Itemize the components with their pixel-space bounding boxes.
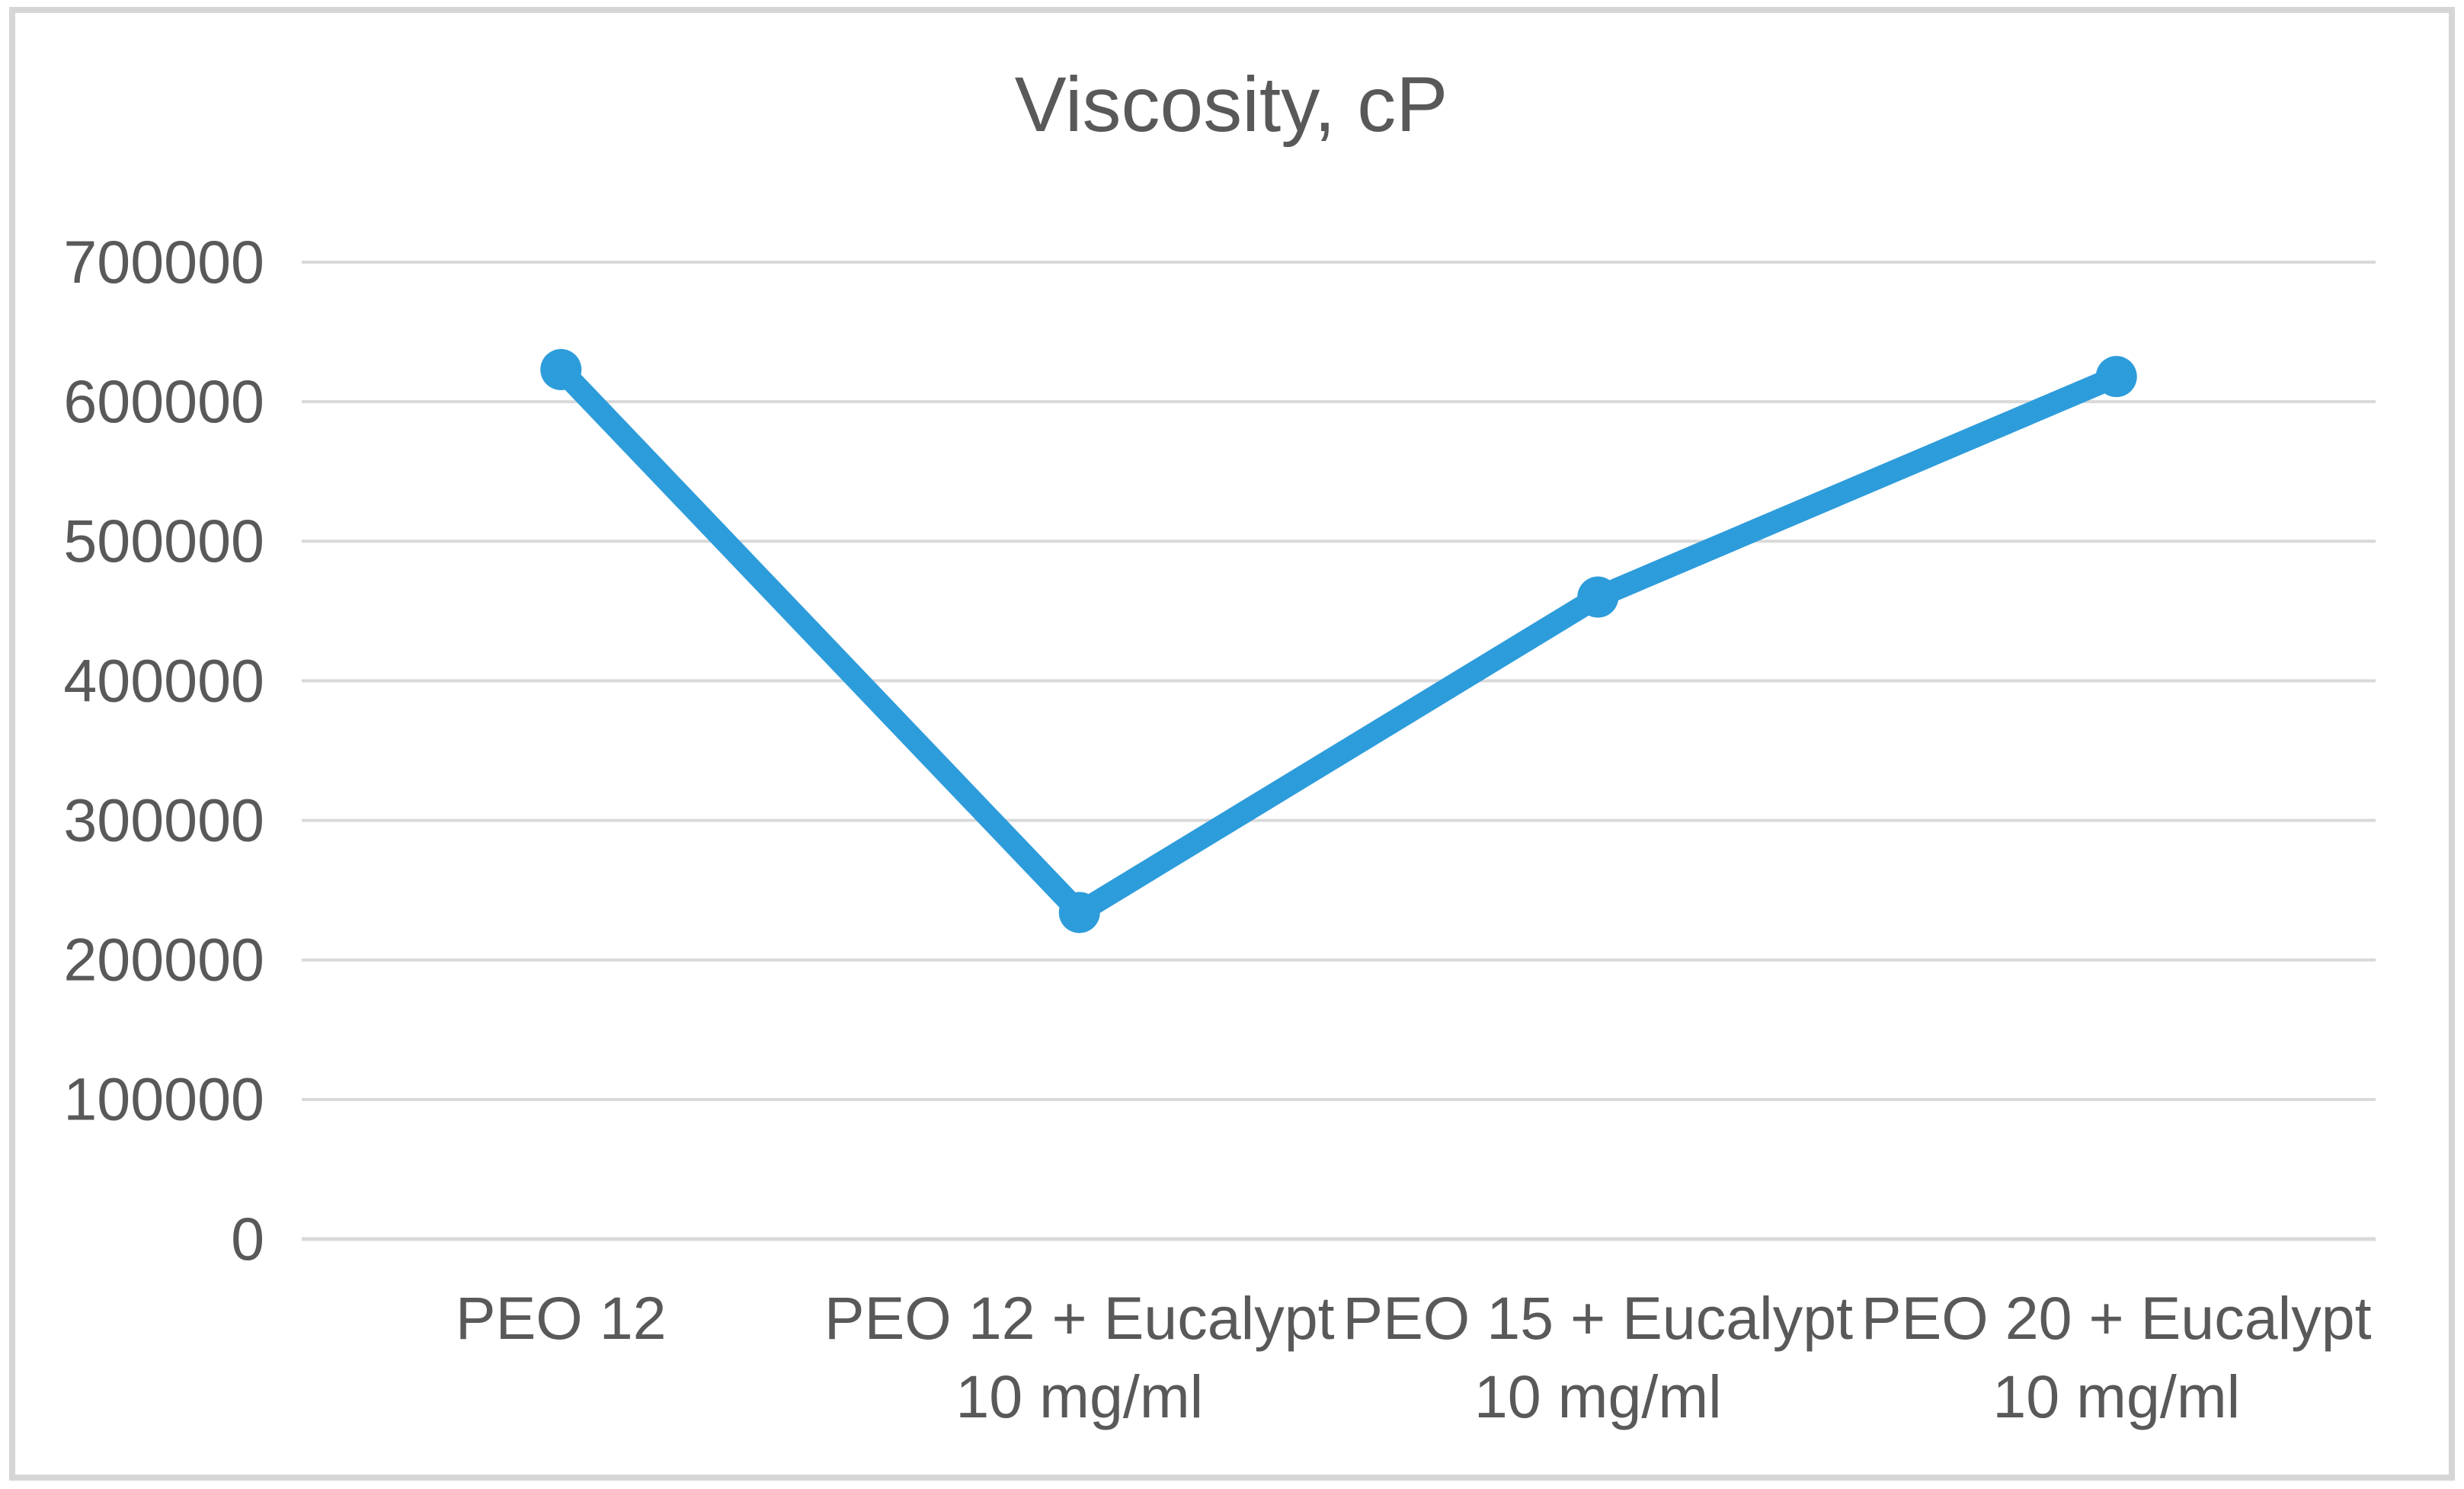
y-axis-tick-label: 300000	[63, 786, 264, 853]
chart-border	[9, 7, 2455, 1481]
series-line	[549, 358, 2128, 924]
x-axis-category-label: PEO 20 + Eucalypt	[1861, 1284, 2372, 1352]
y-axis-tick-label: 100000	[63, 1065, 264, 1133]
x-axis-category-label: PEO 12	[456, 1284, 667, 1352]
y-axis-tick-label: 700000	[63, 228, 264, 296]
data-point-marker	[540, 349, 582, 391]
x-axis-category-label: 10 mg/ml	[1992, 1363, 2240, 1430]
y-axis-tick-label: 600000	[63, 367, 264, 435]
x-axis-category-label: 10 mg/ml	[1474, 1363, 1722, 1430]
y-axis-tick-label: 500000	[63, 507, 264, 575]
axis-label-layer: 0 100000 200000 300000 400000 500000 600000 700…	[63, 228, 2371, 1430]
gridline-layer	[302, 261, 2376, 1241]
x-axis-category-label: 10 mg/ml	[955, 1363, 1203, 1430]
data-point-marker	[1058, 892, 1100, 933]
y-axis-tick-label: 400000	[63, 646, 264, 714]
series-layer	[540, 349, 2137, 933]
chart-frame-layer	[9, 7, 2455, 1481]
data-point-marker	[1577, 576, 1619, 618]
y-axis-tick-label: 200000	[63, 926, 264, 994]
data-point-marker	[2095, 356, 2137, 398]
y-axis-tick-label: 0	[231, 1205, 264, 1273]
x-axis-category-label: PEO 12 + Eucalypt	[824, 1284, 1335, 1352]
chart-title: Viscosity, cP	[1015, 61, 1448, 148]
x-axis-category-label: PEO 15 + Eucalypt	[1342, 1284, 1853, 1352]
